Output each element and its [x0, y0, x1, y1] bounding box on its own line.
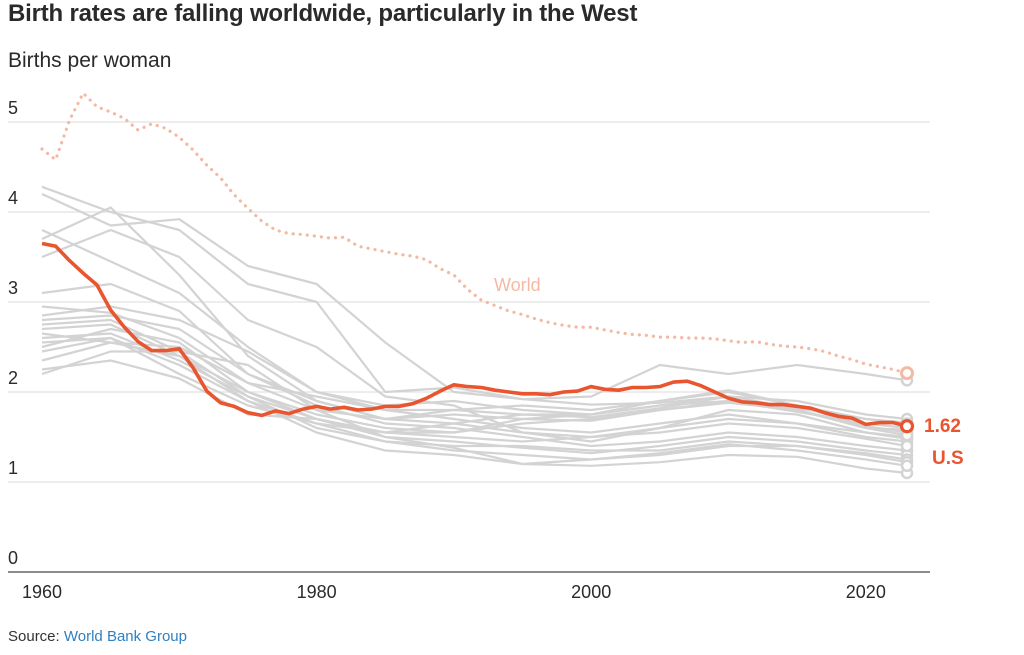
y-axis-label: Births per woman: [8, 49, 172, 72]
source-prefix: Source:: [8, 628, 64, 645]
x-tick-label: 2000: [571, 582, 611, 602]
country-series-line: [41, 185, 908, 401]
y-tick-label: 3: [8, 278, 18, 298]
country-series-line: [41, 327, 908, 448]
y-tick-label: 4: [8, 188, 18, 208]
source-link[interactable]: World Bank Group: [63, 628, 187, 645]
country-series-line: [41, 318, 908, 457]
us-series-line: [41, 241, 908, 428]
country-series-line: [41, 359, 908, 437]
y-tick-label: 5: [8, 98, 18, 118]
country-series-line: [41, 305, 908, 440]
country-end-marker: [900, 439, 914, 453]
country-end-marker: [900, 459, 914, 473]
us-end-marker: [899, 419, 915, 434]
x-tick-label: 1980: [297, 582, 337, 602]
source-note: Source: World Bank Group: [8, 628, 187, 645]
country-series-line: [41, 206, 908, 430]
us-series-label: U.S: [932, 448, 964, 469]
y-tick-label: 0: [8, 548, 18, 568]
x-tick-label: 2020: [846, 582, 886, 602]
y-tick-label: 2: [8, 368, 18, 388]
country-series-line: [41, 336, 908, 464]
country-series-line: [41, 332, 908, 425]
world-end-marker: [900, 366, 914, 381]
country-series-line: [41, 314, 908, 452]
chart-title: Birth rates are falling worldwide, parti…: [8, 0, 638, 27]
country-series-line: [41, 305, 908, 443]
y-tick-label: 1: [8, 458, 18, 478]
world-series-line: [40, 90, 909, 375]
us-value-label: 1.62: [924, 416, 961, 437]
country-series-line: [41, 350, 908, 467]
world-series-label: World: [494, 275, 541, 295]
x-tick-label: 1960: [22, 582, 62, 602]
